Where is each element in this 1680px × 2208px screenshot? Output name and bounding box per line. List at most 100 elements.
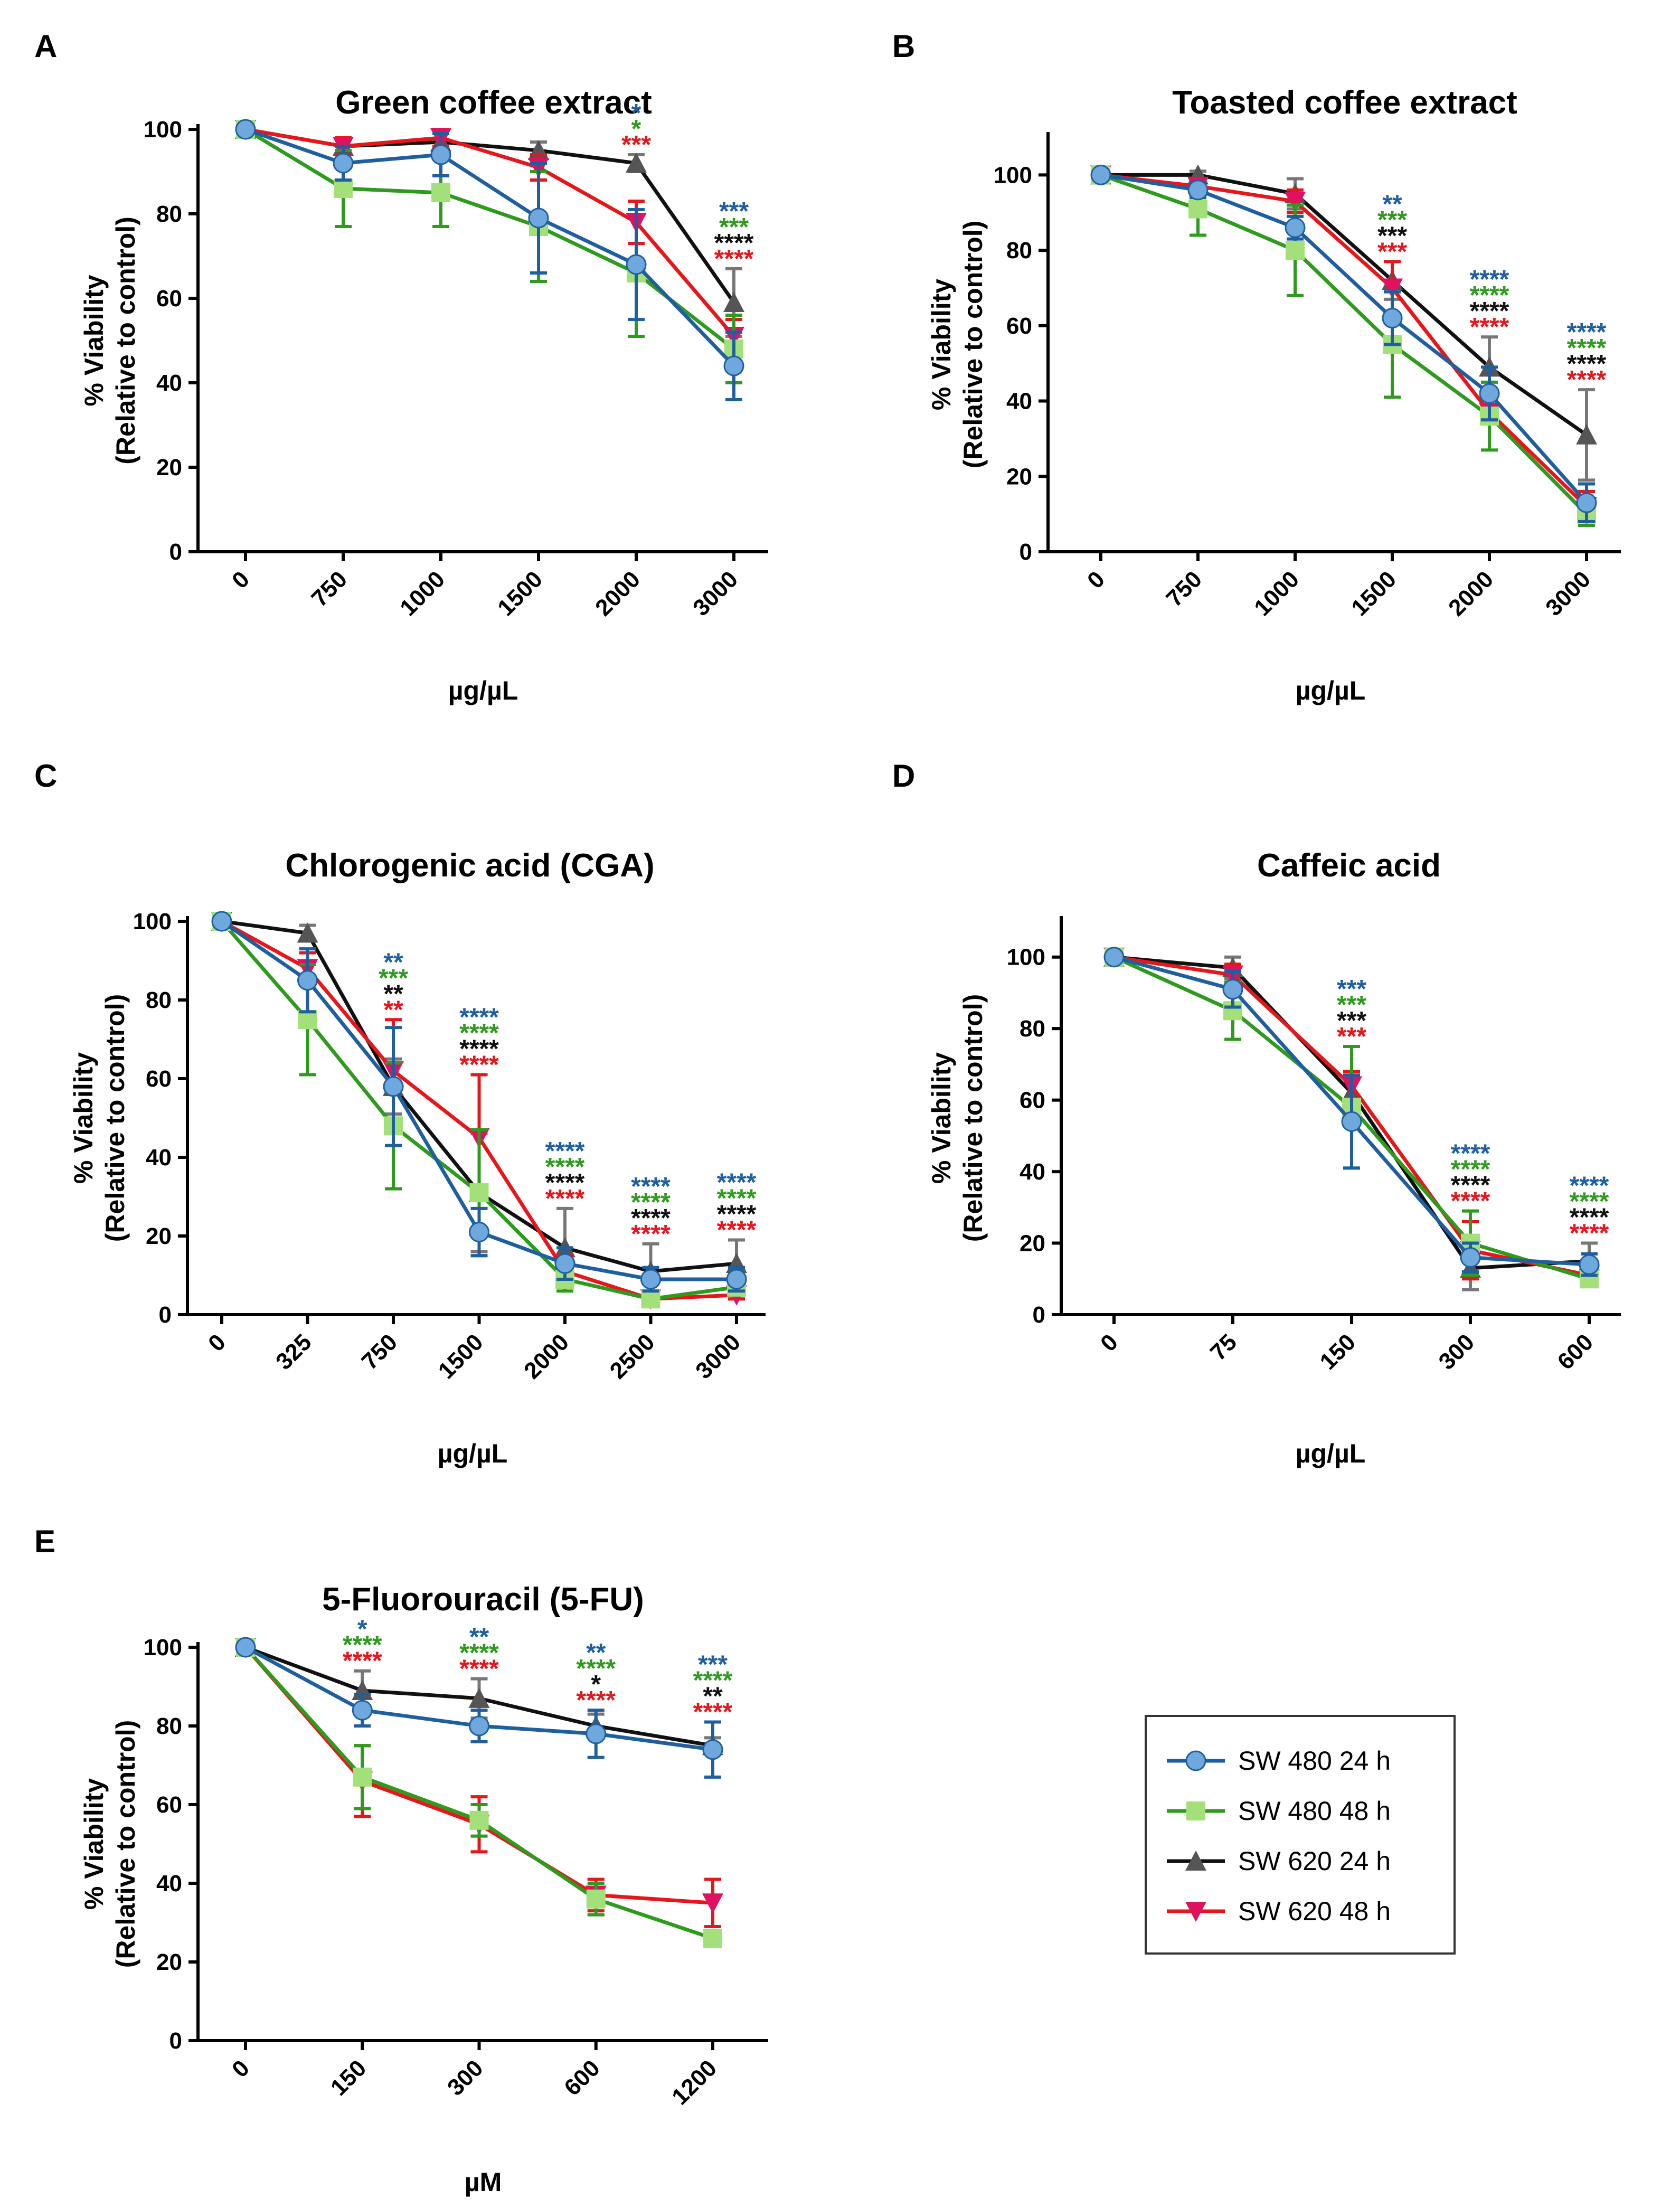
series-line	[244, 128, 735, 351]
significance-marker: ****	[1470, 313, 1509, 341]
significance-marker: **	[383, 980, 403, 1008]
significance-marker: ****	[1570, 1220, 1609, 1248]
significance-marker: ****	[631, 1204, 671, 1232]
x-tick-label: 600	[559, 2055, 605, 2101]
data-point	[528, 207, 549, 229]
data-point	[554, 1253, 575, 1274]
y-axis-title: % Viability	[79, 275, 109, 406]
panel-letter: A	[34, 29, 57, 64]
data-point	[1382, 308, 1403, 329]
series-sw-480-24-h	[1103, 947, 1600, 1277]
significance-marker: ***	[1337, 975, 1366, 1003]
x-tick-label: 0	[1082, 566, 1110, 593]
data-point	[334, 179, 353, 198]
data-point	[1382, 278, 1403, 299]
significance-marker: ***	[1337, 1023, 1366, 1051]
legend-label: SW 480 48 h	[1238, 1796, 1391, 1826]
data-point	[1479, 383, 1500, 404]
chart-title: Chlorogenic acid (CGA)	[285, 847, 654, 884]
significance-marker: **	[469, 1624, 489, 1652]
data-point	[297, 922, 318, 943]
significance-marker: ****	[631, 1188, 671, 1216]
y-tick-label: 40	[156, 370, 182, 396]
data-point	[211, 911, 232, 932]
data-point	[469, 1183, 489, 1203]
x-tick-label: 0	[227, 566, 254, 593]
significance-marker: ****	[1470, 297, 1509, 325]
significance-marker: **	[1382, 191, 1402, 219]
significance-marker: **	[703, 1683, 723, 1711]
significance-marker: ****	[459, 1639, 499, 1667]
series-sw-480-48-h	[236, 120, 743, 384]
x-tick-label: 3000	[691, 1329, 745, 1384]
y-tick-label: 80	[156, 1713, 182, 1739]
significance-marker: *	[631, 115, 641, 143]
x-axis-title: µg/µL	[1296, 676, 1366, 705]
series-sw-480-48-h	[1091, 165, 1596, 527]
series-line	[244, 127, 735, 367]
data-point	[640, 1269, 661, 1290]
x-tick-label: 1000	[395, 566, 450, 621]
legend-label: SW 480 24 h	[1238, 1746, 1391, 1776]
y-tick-label: 20	[156, 1949, 182, 1975]
data-point	[1090, 164, 1111, 185]
y-tick-label: 60	[1006, 313, 1032, 339]
legend-marker	[1185, 1750, 1206, 1771]
x-axis-title: µg/µL	[438, 1439, 508, 1468]
data-point	[235, 119, 256, 140]
significance-marker: ***	[1377, 238, 1407, 266]
y-tick-label: 0	[169, 539, 182, 565]
chart-title: 5-Fluorouracil (5-FU)	[322, 1581, 644, 1618]
x-tick-label: 1200	[667, 2055, 722, 2110]
y-axis-subtitle: (Relative to control)	[111, 1720, 140, 1968]
x-tick-label: 0	[1096, 1329, 1123, 1356]
series-line	[1100, 173, 1588, 508]
significance-marker: ****	[631, 1173, 671, 1201]
x-tick-label: 0	[227, 2055, 254, 2082]
data-point	[702, 1893, 723, 1914]
x-tick-label: 3000	[688, 566, 743, 621]
x-tick-label: 2000	[590, 566, 645, 621]
legend-item: SW 620 24 h	[1167, 1846, 1391, 1876]
y-tick-label: 20	[146, 1223, 172, 1249]
panel-letter: C	[34, 758, 57, 794]
legend-item: SW 480 24 h	[1167, 1746, 1391, 1776]
y-axis-title: % Viability	[927, 1052, 956, 1184]
significance-marker: ****	[1451, 1187, 1490, 1215]
significance-marker: ***	[1377, 206, 1407, 234]
series-line	[1100, 173, 1588, 516]
series-line	[1100, 173, 1588, 504]
significance-marker: ***	[1377, 222, 1407, 250]
x-tick-label: 75	[1205, 1329, 1242, 1365]
legend-marker	[1186, 1801, 1205, 1820]
y-tick-label: 80	[146, 987, 172, 1013]
significance-marker: ****	[714, 245, 754, 273]
data-point	[431, 183, 450, 202]
data-point	[626, 254, 647, 275]
significance-marker: ****	[459, 1004, 499, 1032]
y-tick-label: 0	[159, 1302, 172, 1328]
y-tick-label: 20	[1006, 464, 1032, 489]
significance-marker: ****	[576, 1686, 616, 1714]
x-tick-label: 750	[357, 1329, 403, 1375]
panel-letter: D	[892, 758, 915, 794]
data-point	[1579, 1254, 1600, 1275]
series-line	[245, 127, 735, 338]
y-tick-label: 0	[1020, 539, 1032, 565]
data-point	[626, 153, 647, 173]
y-tick-label: 60	[156, 1792, 182, 1818]
y-axis-subtitle: (Relative to control)	[100, 994, 130, 1242]
significance-marker: ***	[1337, 991, 1366, 1019]
y-tick-label: 100	[144, 117, 182, 143]
significance-marker: ****	[1570, 1172, 1609, 1200]
y-tick-label: 40	[1020, 1159, 1045, 1185]
data-point	[469, 1715, 489, 1737]
y-tick-label: 20	[156, 455, 182, 480]
significance-marker: ****	[1451, 1156, 1490, 1184]
x-tick-label: 1500	[493, 566, 548, 621]
series-sw-620-48-h	[1090, 165, 1597, 523]
series-line	[1101, 173, 1588, 437]
significance-marker: ****	[1567, 350, 1607, 378]
